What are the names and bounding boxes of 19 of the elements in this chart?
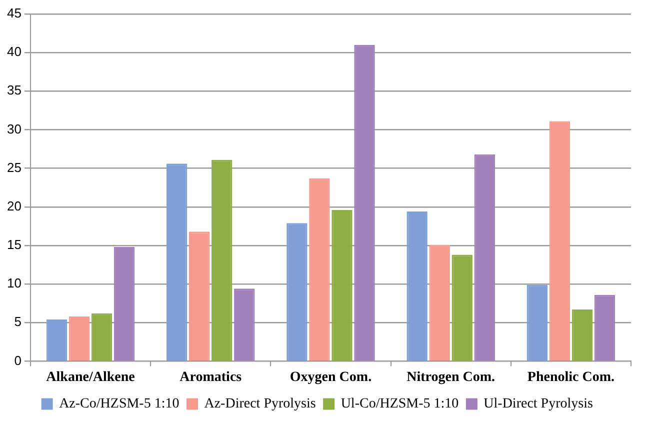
- y-tick-label: 40: [6, 44, 22, 60]
- y-tick-label: 45: [6, 6, 22, 21]
- legend-label: Az-Co/HZSM-5 1:10: [59, 396, 180, 412]
- x-tick-label: Phenolic Com.: [527, 370, 614, 386]
- y-tick-label: 20: [6, 198, 22, 214]
- legend-label: Ul-Direct Pyrolysis: [484, 396, 593, 412]
- x-tick-label: Aromatics: [180, 370, 242, 386]
- x-tick-label: Alkane/Alkene: [46, 370, 135, 386]
- legend-label: Ul-Co/HZSM-5 1:10: [340, 396, 459, 412]
- y-tick-label: 15: [6, 237, 22, 252]
- y-tick-label: 10: [6, 276, 22, 291]
- legend-label: Az-Direct Pyrolysis: [204, 396, 316, 412]
- y-tick-label: 5: [14, 314, 22, 330]
- y-tick-label: 35: [6, 82, 22, 98]
- y-tick-label: 30: [6, 121, 22, 136]
- y-tick-label: 25: [6, 160, 22, 175]
- x-tick-label: Nitrogen Com.: [406, 370, 496, 386]
- y-tick-label: 0: [14, 352, 22, 368]
- x-tick-label: Oxygen Com.: [290, 370, 372, 386]
